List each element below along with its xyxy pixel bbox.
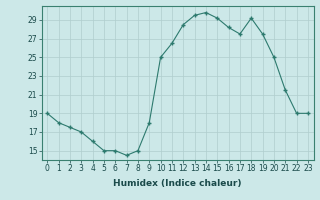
X-axis label: Humidex (Indice chaleur): Humidex (Indice chaleur) [113, 179, 242, 188]
